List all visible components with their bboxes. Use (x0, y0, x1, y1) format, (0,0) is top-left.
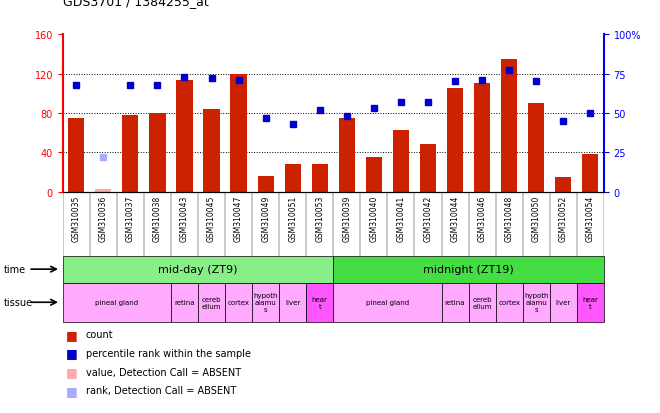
Text: cortex: cortex (228, 299, 249, 306)
Text: GSM310037: GSM310037 (126, 195, 135, 242)
Text: ■: ■ (66, 384, 78, 397)
Text: GSM310040: GSM310040 (370, 195, 378, 242)
Text: GSM310044: GSM310044 (451, 195, 459, 242)
Bar (501, 59, 517, 192)
Text: midnight (ZT19): midnight (ZT19) (423, 264, 514, 275)
Text: pineal gland: pineal gland (95, 299, 139, 306)
Bar (230, 74, 247, 192)
Bar (333, 283, 442, 322)
Text: cereb
ellum: cereb ellum (473, 296, 492, 309)
Text: cortex: cortex (498, 299, 520, 306)
Bar (474, 84, 490, 192)
Bar (63, 283, 171, 322)
Bar (496, 283, 523, 322)
Bar (257, 176, 274, 192)
Text: hear
t: hear t (582, 296, 599, 309)
Text: percentile rank within the sample: percentile rank within the sample (86, 348, 251, 358)
Bar (252, 283, 279, 322)
Text: GSM310047: GSM310047 (234, 195, 243, 242)
Text: GSM310046: GSM310046 (478, 195, 486, 242)
Bar (225, 283, 252, 322)
Text: liver: liver (285, 299, 300, 306)
Text: cereb
ellum: cereb ellum (202, 296, 221, 309)
Bar (420, 145, 436, 192)
Bar (339, 119, 355, 192)
Text: GSM310051: GSM310051 (288, 195, 297, 241)
Bar (171, 283, 198, 322)
Text: GSM310052: GSM310052 (559, 195, 568, 241)
Bar (582, 155, 599, 192)
Text: GSM310050: GSM310050 (532, 195, 541, 242)
Bar (523, 283, 550, 322)
Text: GSM310036: GSM310036 (99, 195, 108, 242)
Bar (95, 189, 112, 192)
Text: pineal gland: pineal gland (366, 299, 409, 306)
Text: GDS3701 / 1384255_at: GDS3701 / 1384255_at (63, 0, 209, 8)
Text: hypoth
alamu
s: hypoth alamu s (253, 292, 278, 313)
Text: time: time (3, 264, 26, 275)
Bar (447, 89, 463, 192)
Text: GSM310053: GSM310053 (315, 195, 324, 242)
Text: retina: retina (174, 299, 195, 306)
Text: ■: ■ (66, 365, 78, 378)
Text: hypoth
alamu
s: hypoth alamu s (524, 292, 548, 313)
Bar (555, 177, 572, 192)
Bar (393, 130, 409, 192)
Text: GSM310042: GSM310042 (424, 195, 432, 241)
Bar (469, 283, 496, 322)
Text: value, Detection Call = ABSENT: value, Detection Call = ABSENT (86, 367, 241, 377)
Bar (279, 283, 306, 322)
Text: ■: ■ (66, 347, 78, 360)
Bar (68, 119, 84, 192)
Text: GSM310041: GSM310041 (397, 195, 405, 241)
Bar (203, 109, 220, 192)
Text: GSM310043: GSM310043 (180, 195, 189, 242)
Text: retina: retina (445, 299, 465, 306)
Text: GSM310048: GSM310048 (505, 195, 513, 241)
Bar (366, 158, 382, 192)
Text: GSM310054: GSM310054 (586, 195, 595, 242)
Bar (442, 283, 469, 322)
Text: GSM310035: GSM310035 (72, 195, 81, 242)
Bar (550, 283, 577, 322)
Bar (306, 283, 333, 322)
Bar (122, 116, 139, 192)
Text: mid-day (ZT9): mid-day (ZT9) (158, 264, 238, 275)
Bar (149, 114, 166, 192)
Bar (333, 256, 604, 283)
Bar (176, 81, 193, 192)
Text: tissue: tissue (3, 297, 32, 308)
Text: ■: ■ (66, 328, 78, 341)
Text: liver: liver (556, 299, 571, 306)
Text: GSM310038: GSM310038 (153, 195, 162, 241)
Text: count: count (86, 330, 114, 339)
Bar (198, 283, 225, 322)
Text: hear
t: hear t (312, 296, 328, 309)
Bar (577, 283, 604, 322)
Text: GSM310045: GSM310045 (207, 195, 216, 242)
Bar (528, 104, 544, 192)
Bar (63, 256, 333, 283)
Text: GSM310049: GSM310049 (261, 195, 270, 242)
Bar (284, 164, 301, 192)
Bar (312, 164, 328, 192)
Text: GSM310039: GSM310039 (343, 195, 351, 242)
Text: rank, Detection Call = ABSENT: rank, Detection Call = ABSENT (86, 385, 236, 395)
